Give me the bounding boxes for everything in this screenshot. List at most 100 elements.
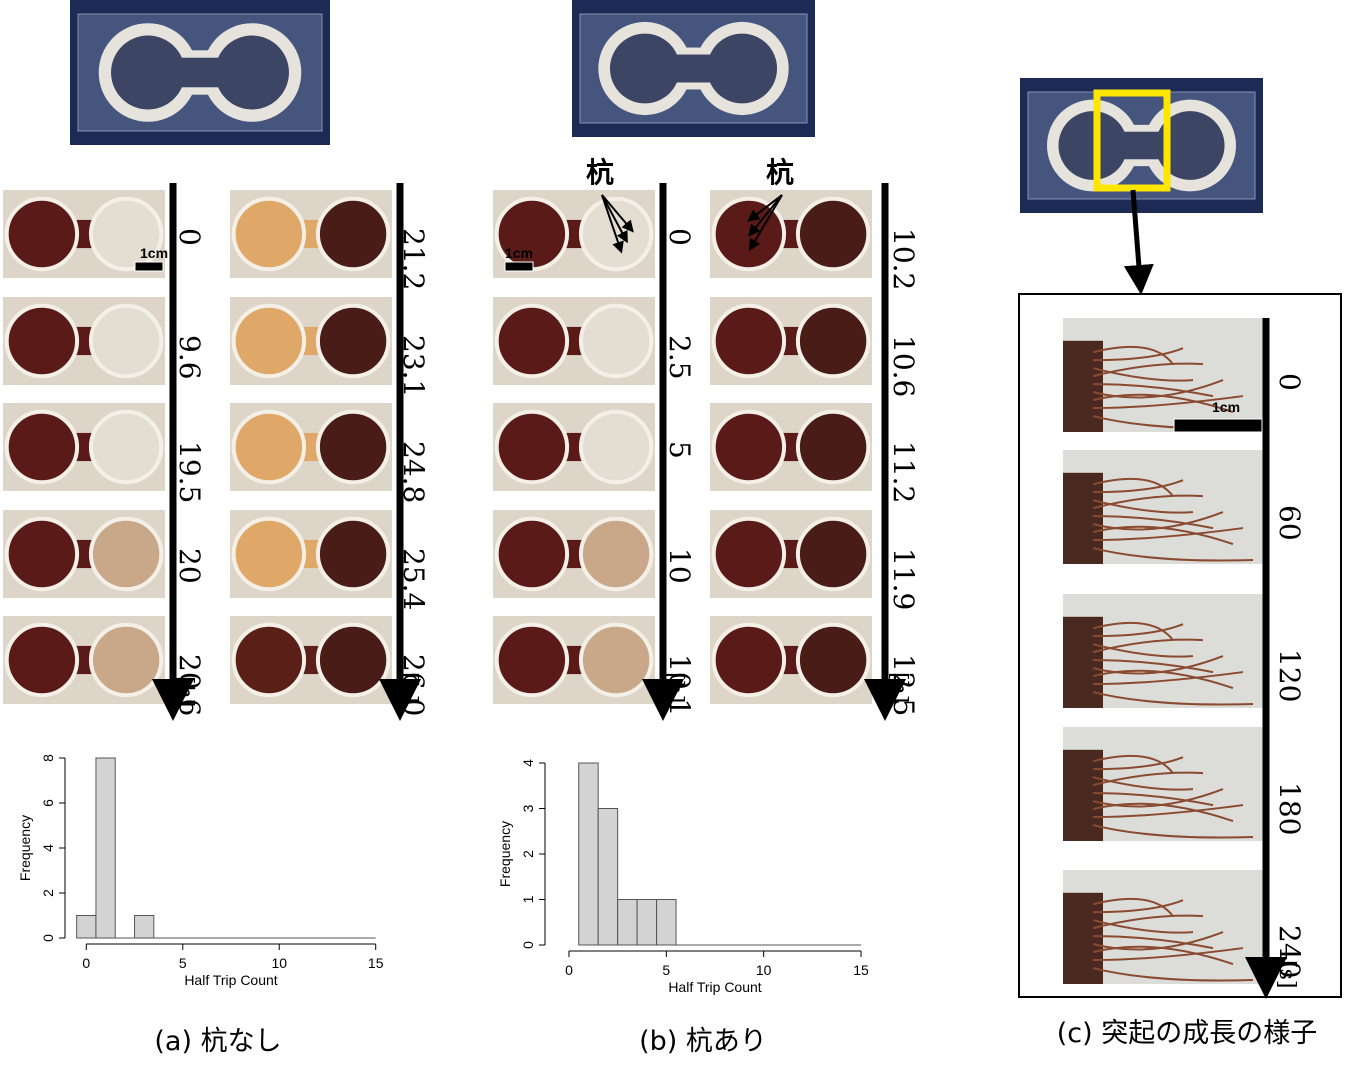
root-strand	[1092, 525, 1234, 546]
time-label: 10.6	[887, 335, 920, 397]
root-strand	[1092, 754, 1174, 774]
time-label: 10	[663, 548, 696, 584]
root-strand	[1092, 643, 1194, 658]
well	[711, 409, 787, 485]
y-tick-label: 8	[40, 754, 56, 762]
time-label: 11.2	[887, 441, 920, 503]
y-axis-title: Frequency	[17, 815, 33, 881]
well	[315, 409, 391, 485]
y-tick-label: 4	[520, 759, 536, 767]
time-label: 11.9	[887, 548, 920, 610]
root-strand	[1092, 967, 1254, 982]
y-tick-label: 0	[520, 941, 536, 949]
root-strand	[1092, 479, 1184, 494]
root-strand	[1092, 669, 1234, 690]
y-axis-title: Frequency	[497, 821, 513, 887]
root-strand	[1092, 499, 1194, 514]
well	[578, 303, 654, 379]
well	[231, 196, 307, 272]
root-strand	[1092, 919, 1194, 934]
x-tick-label: 15	[853, 962, 869, 978]
stake-arrow	[601, 194, 624, 254]
zoom-arrow	[1123, 189, 1154, 295]
well	[88, 303, 164, 379]
well	[795, 622, 871, 698]
content: 09.619.52020.6[h]21.223.124.825.426.0[h]…	[3, 0, 1342, 1057]
root-strand	[1092, 393, 1234, 414]
root-strand	[1092, 756, 1184, 771]
x-tick-label: 5	[179, 955, 187, 971]
root-strand	[1092, 345, 1174, 365]
well	[4, 196, 80, 272]
root-strand	[1092, 899, 1184, 914]
well	[231, 622, 307, 698]
well	[494, 516, 570, 592]
root-strand	[1092, 621, 1174, 641]
stake-arrow	[601, 194, 628, 244]
time-label: 5	[663, 441, 696, 459]
well	[578, 622, 654, 698]
root-mass	[1063, 749, 1103, 841]
root-mass	[1063, 472, 1103, 564]
well	[795, 303, 871, 379]
root-strand	[1092, 935, 1214, 950]
scale-bar	[134, 261, 164, 272]
well	[795, 196, 871, 272]
root-strand	[1092, 383, 1214, 398]
well	[711, 516, 787, 592]
time-label: 9.6	[173, 335, 206, 380]
scale-label: 1cm	[1212, 399, 1240, 415]
root-strand	[1092, 655, 1224, 675]
well	[4, 409, 80, 485]
hist-bar	[76, 915, 97, 939]
root-strand	[1092, 347, 1184, 362]
hist-bar	[597, 808, 619, 946]
root-strand	[1092, 623, 1184, 638]
well	[4, 303, 80, 379]
well	[4, 622, 80, 698]
root-strand	[1092, 691, 1254, 706]
hist-bar	[95, 757, 116, 939]
well	[88, 196, 164, 272]
caption: (c) 突起の成長の様子	[1057, 1018, 1318, 1049]
well	[88, 516, 164, 592]
root-strand	[1092, 931, 1224, 951]
well	[494, 622, 570, 698]
hist-bar	[617, 899, 638, 946]
time-label: 120	[1273, 649, 1306, 702]
scale-label: 1cm	[140, 245, 168, 261]
y-tick-label: 1	[520, 895, 536, 903]
x-axis-title: Half Trip Count	[668, 979, 761, 995]
well	[231, 303, 307, 379]
well-inner	[1058, 111, 1128, 180]
y-tick-label: 2	[520, 850, 536, 858]
x-tick-label: 15	[368, 955, 384, 971]
unit-label: [h]	[886, 672, 911, 703]
x-axis-title: Half Trip Count	[184, 972, 277, 988]
scale-bar	[1173, 418, 1263, 433]
root-strand	[1092, 897, 1174, 917]
root-strand	[1092, 527, 1244, 542]
well	[711, 622, 787, 698]
root-strand	[1092, 659, 1214, 674]
y-tick-label: 4	[40, 844, 56, 852]
channel-inner	[644, 54, 743, 83]
channel-inner	[148, 57, 252, 88]
channel-inner	[1092, 131, 1191, 160]
root-strand	[1092, 515, 1214, 530]
root-strand	[1092, 494, 1204, 510]
time-label: 19.5	[173, 441, 206, 503]
well	[578, 409, 654, 485]
stake-arrow	[601, 194, 634, 233]
well	[315, 303, 391, 379]
time-label: 2.5	[663, 335, 696, 380]
well	[231, 516, 307, 592]
well	[795, 516, 871, 592]
x-tick-label: 0	[565, 962, 573, 978]
root-strand	[1092, 362, 1204, 378]
x-tick-label: 10	[756, 962, 772, 978]
y-tick-label: 2	[40, 889, 56, 897]
root-strand	[1092, 804, 1244, 819]
scale-bar	[504, 261, 534, 272]
